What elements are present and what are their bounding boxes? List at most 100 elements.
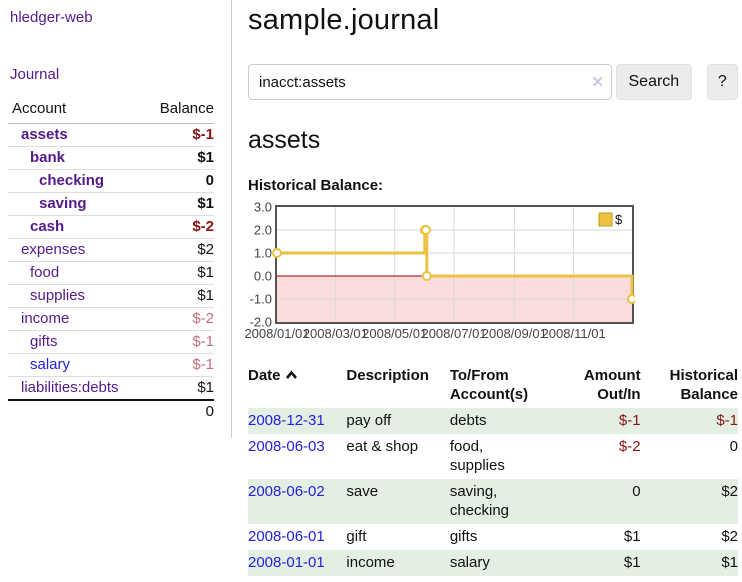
amount-cell: 0 [632,483,641,500]
clear-search-icon[interactable]: ✕ [591,74,604,91]
legend-label: $ [615,212,623,227]
search-button[interactable]: Search [616,64,692,100]
account-link[interactable]: checking [39,172,105,189]
accounts-header-account: Account [8,97,143,124]
account-link[interactable]: saving [39,195,87,212]
date-link[interactable]: 2008-01-01 [248,554,325,571]
brand-link[interactable]: hledger-web [10,9,93,26]
amount-cell: $-2 [618,438,641,455]
sidebar-divider [231,0,232,438]
account-row: bank $1 [8,146,214,170]
account-balance: $-2 [142,307,214,331]
date-link[interactable]: 2008-06-01 [248,528,325,545]
account-row: food $1 [8,261,214,285]
account-balance: $1 [142,192,214,216]
accounts-header-balance: Balance [142,97,214,124]
sidebar-item-journal[interactable]: Journal [10,66,60,83]
column-header-accounts: To/From Account(s) [449,367,529,403]
svg-text:0.0: 0.0 [254,269,272,284]
account-link[interactable]: gifts [30,333,58,350]
account-balance: $1 [142,284,214,308]
accounts-body: assets $-1 bank $1 checking 0 saving $1 cash $-2 e… [8,124,214,400]
svg-text:2.0: 2.0 [254,223,272,238]
accounts-total-row: 0 [8,399,214,423]
account-balance: $-1 [142,330,214,354]
legend-swatch [598,212,613,227]
accounts-table: Account Balance assets $-1 bank $1 checking 0… [8,97,214,423]
page-title: sample.journal [248,4,440,36]
account-row: checking 0 [8,169,214,193]
account-balance: $-1 [142,353,214,377]
sort-asc-icon [285,366,298,385]
account-link[interactable]: salary [30,356,71,373]
account-row: income $-2 [8,307,214,331]
account-row: salary $-1 [8,353,214,377]
svg-text:1.0: 1.0 [254,246,272,261]
register-header-row: Date Description To/From Account(s) Amou… [248,364,738,408]
account-row: gifts $-1 [8,330,214,354]
description-cell: pay off [346,412,392,429]
account-balance: $1 [142,376,214,400]
account-balance: 0 [142,169,214,193]
search-form: ✕ Search ? [248,64,738,100]
help-button[interactable]: ? [706,64,738,100]
main-content: sample.journal ✕ Search ? assets Histori… [244,0,738,576]
svg-text:2008/05/01: 2008/05/01 [362,326,427,341]
account-balance: $-2 [142,215,214,239]
svg-text:-2.0: -2.0 [250,315,272,330]
svg-text:2008/09/01: 2008/09/01 [482,326,547,341]
accounts-header-row: Account Balance [8,97,214,124]
account-balance: $-1 [192,126,214,143]
amount-cell: $-1 [618,412,641,429]
balance-cell: $2 [721,528,738,545]
column-header-amount: Amount Out/In [583,367,641,403]
date-link[interactable]: 2008-12-31 [248,412,325,429]
account-link[interactable]: bank [30,149,66,166]
amount-cell: $1 [623,554,641,571]
account-link[interactable]: supplies [30,287,86,304]
register-table: Date Description To/From Account(s) Amou… [248,364,738,576]
sidebar: hledger-web Journal Account Balance asse… [0,0,231,423]
svg-text:2008/03/01: 2008/03/01 [303,326,368,341]
search-input[interactable] [248,64,612,100]
transaction-row: 2008-06-01 gift gifts $1 $2 [248,524,738,550]
account-balance: $1 [142,146,214,170]
transaction-row: 2008-01-01 income salary $1 $1 [248,550,738,576]
account-row: assets $-1 [8,124,214,147]
account-balance: $1 [142,261,214,285]
svg-text:2008/07/01: 2008/07/01 [421,326,486,341]
column-header-description: Description [346,367,429,384]
transaction-row: 2008-06-02 save saving, checking 0 $2 [248,479,738,524]
description-cell: save [346,483,379,500]
balance-cell: $-1 [716,412,738,429]
account-row: saving $1 [8,192,214,216]
svg-text:3.0: 3.0 [254,200,272,215]
account-link[interactable]: cash [30,218,65,235]
account-row: expenses $2 [8,238,214,262]
account-row: supplies $1 [8,284,214,308]
description-cell: income [346,554,395,571]
column-header-balance: Historical Balance [669,367,738,403]
account-row: liabilities:debts $1 [8,376,214,400]
account-link[interactable]: expenses [21,241,86,258]
historical-balance-chart: $3.0 2.0 1.0 0.0 -1.0 -2.0 2008/01/01 2008/03/0… [243,200,738,350]
svg-text:-1.0: -1.0 [250,292,272,307]
description-cell: eat & shop [346,438,419,455]
date-link[interactable]: 2008-06-02 [248,483,325,500]
svg-text:2008/11/01: 2008/11/01 [542,326,606,341]
date-link[interactable]: 2008-06-03 [248,438,325,455]
description-cell: gift [346,528,367,545]
svg-text:2008/01/01: 2008/01/01 [244,326,309,341]
balance-cell: 0 [729,438,738,455]
account-link[interactable]: food [30,264,60,281]
balance-chart-svg: $3.0 2.0 1.0 0.0 -1.0 -2.02008/01/012008/03/0… [244,200,637,341]
account-link[interactable]: assets [21,126,68,143]
account-link[interactable]: liabilities:debts [21,379,119,396]
accounts-cell: saving, checking [449,483,510,519]
account-heading: assets [248,126,321,154]
transaction-row: 2008-12-31 pay off debts $-1 $-1 [248,408,738,434]
accounts-cell: salary [449,554,490,571]
account-link[interactable]: income [21,310,70,327]
column-header-date[interactable]: Date [248,364,346,408]
transaction-row: 2008-06-03 eat & shop food, supplies $-2 0 [248,434,738,479]
